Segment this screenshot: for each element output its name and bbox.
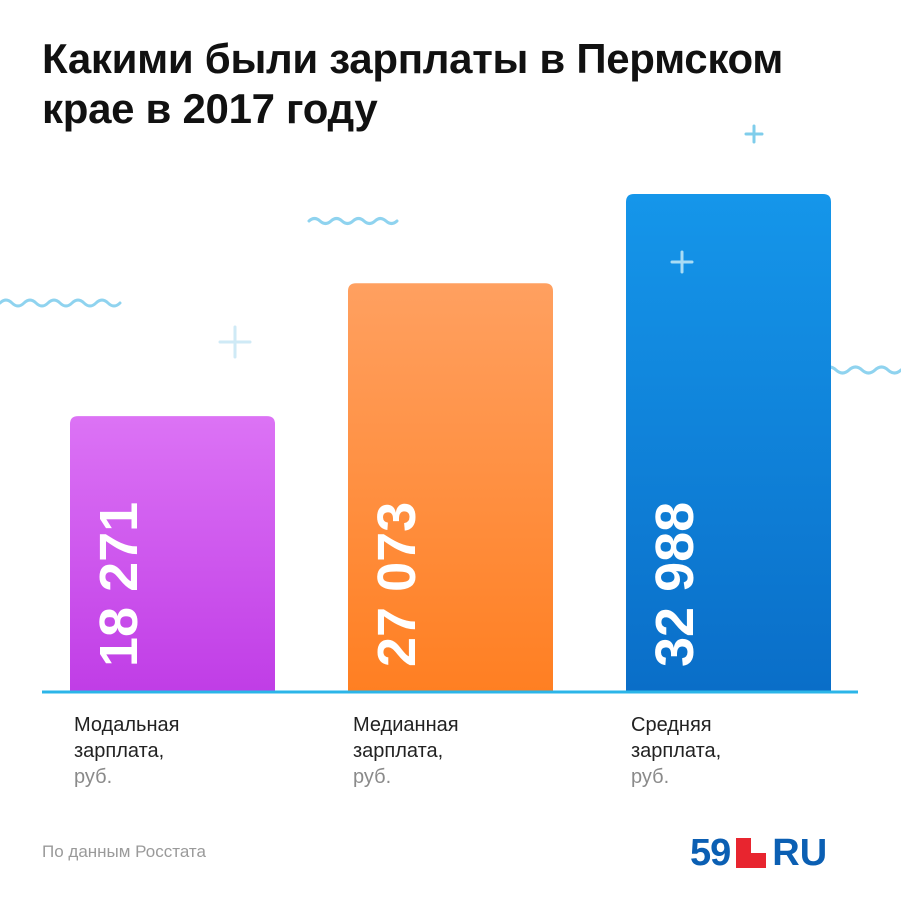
- plus-decoration: [744, 124, 764, 144]
- category-label-unit: руб.: [74, 766, 113, 788]
- category-label-unit: руб.: [353, 766, 392, 788]
- squiggle-decoration: [0, 298, 122, 308]
- category-label-line2: зарплата,: [74, 740, 165, 762]
- category-label-line1: Медианная: [353, 714, 459, 736]
- value-label: 32 988: [645, 502, 705, 667]
- brand-logo[interactable]: 59 RU: [690, 832, 827, 874]
- category-label-average: Средняя зарплата, руб.: [631, 712, 831, 790]
- bar-modal: [70, 416, 275, 692]
- category-label-line2: зарплата,: [353, 740, 444, 762]
- logo-suffix: RU: [772, 832, 828, 874]
- category-label-line1: Средняя: [631, 714, 712, 736]
- value-label: 27 073: [367, 502, 427, 667]
- plus-decoration: [218, 325, 252, 359]
- logo-squares-icon: [736, 838, 767, 868]
- bar-median: [348, 283, 553, 692]
- category-label-line1: Модальная: [74, 714, 180, 736]
- bars-group: 18 271 27 073 32 988: [70, 194, 831, 692]
- category-label-median: Медианная зарплата, руб.: [353, 712, 553, 790]
- source-note: По данным Росстата: [42, 842, 206, 861]
- decorations: [0, 124, 901, 375]
- squiggle-decoration: [307, 217, 399, 225]
- category-label-line2: зарплата,: [631, 740, 722, 762]
- value-label: 18 271: [89, 502, 149, 667]
- category-label-modal: Модальная зарплата, руб.: [74, 712, 274, 790]
- plus-decoration: [670, 250, 694, 274]
- bar-average: [626, 194, 831, 692]
- category-label-unit: руб.: [631, 766, 670, 788]
- chart-title: Какими были зарплаты в Пермском крае в 2…: [42, 35, 784, 132]
- logo-number: 59: [690, 832, 731, 874]
